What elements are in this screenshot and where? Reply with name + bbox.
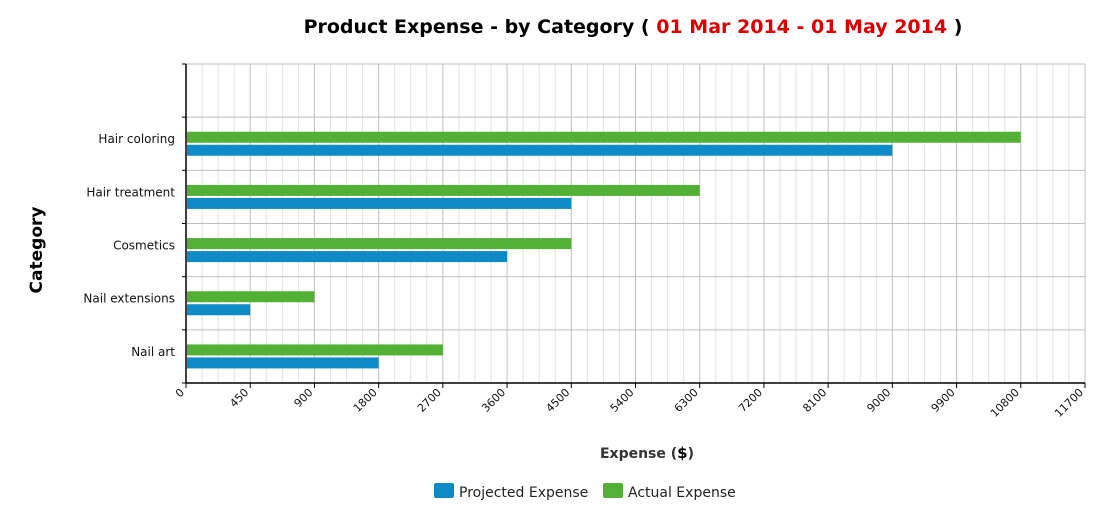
bar-projected-expense[interactable] — [187, 197, 572, 209]
y-axis-title: Category — [27, 207, 47, 294]
bar-actual-expense[interactable] — [187, 184, 700, 196]
legend-label-projected: Projected Expense — [459, 485, 588, 501]
y-tick-label: Hair coloring — [98, 132, 175, 146]
x-axis-title-suffix: ) — [688, 446, 694, 462]
bars — [187, 131, 1021, 369]
y-tick-label: Nail extensions — [83, 292, 175, 306]
bar-projected-expense[interactable] — [187, 251, 508, 263]
chart-title-prefix: Product Expense - by Category ( — [304, 16, 657, 38]
bar-actual-expense[interactable] — [187, 344, 443, 356]
y-tick-label: Hair treatment — [86, 185, 175, 199]
chart-title: Product Expense - by Category ( 01 Mar 2… — [304, 16, 963, 38]
chart-title-date-range: 01 Mar 2014 - 01 May 2014 — [656, 16, 947, 38]
grid — [186, 63, 1086, 384]
legend-label-actual: Actual Expense — [628, 485, 736, 501]
x-axis-title-prefix: Expense ( — [600, 446, 677, 462]
bar-projected-expense[interactable] — [187, 144, 893, 156]
legend-swatch-projected — [434, 483, 454, 498]
x-axis-title-unit: $ — [677, 444, 687, 462]
axes — [182, 63, 1086, 388]
chart-title-suffix: ) — [947, 16, 962, 38]
bar-actual-expense[interactable] — [187, 131, 1021, 143]
y-tick-label: Nail art — [131, 345, 175, 359]
bar-actual-expense[interactable] — [187, 291, 315, 303]
bar-projected-expense[interactable] — [187, 304, 251, 316]
legend-item-projected-expense[interactable]: Projected Expense — [434, 483, 588, 501]
legend-swatch-actual — [603, 483, 623, 498]
x-axis-title: Expense ($) — [600, 444, 694, 462]
bar-projected-expense[interactable] — [187, 357, 379, 369]
legend: Projected Expense Actual Expense — [434, 483, 736, 501]
bar-actual-expense[interactable] — [187, 238, 572, 250]
legend-item-actual-expense[interactable]: Actual Expense — [603, 483, 736, 501]
y-tick-label: Cosmetics — [113, 239, 175, 253]
